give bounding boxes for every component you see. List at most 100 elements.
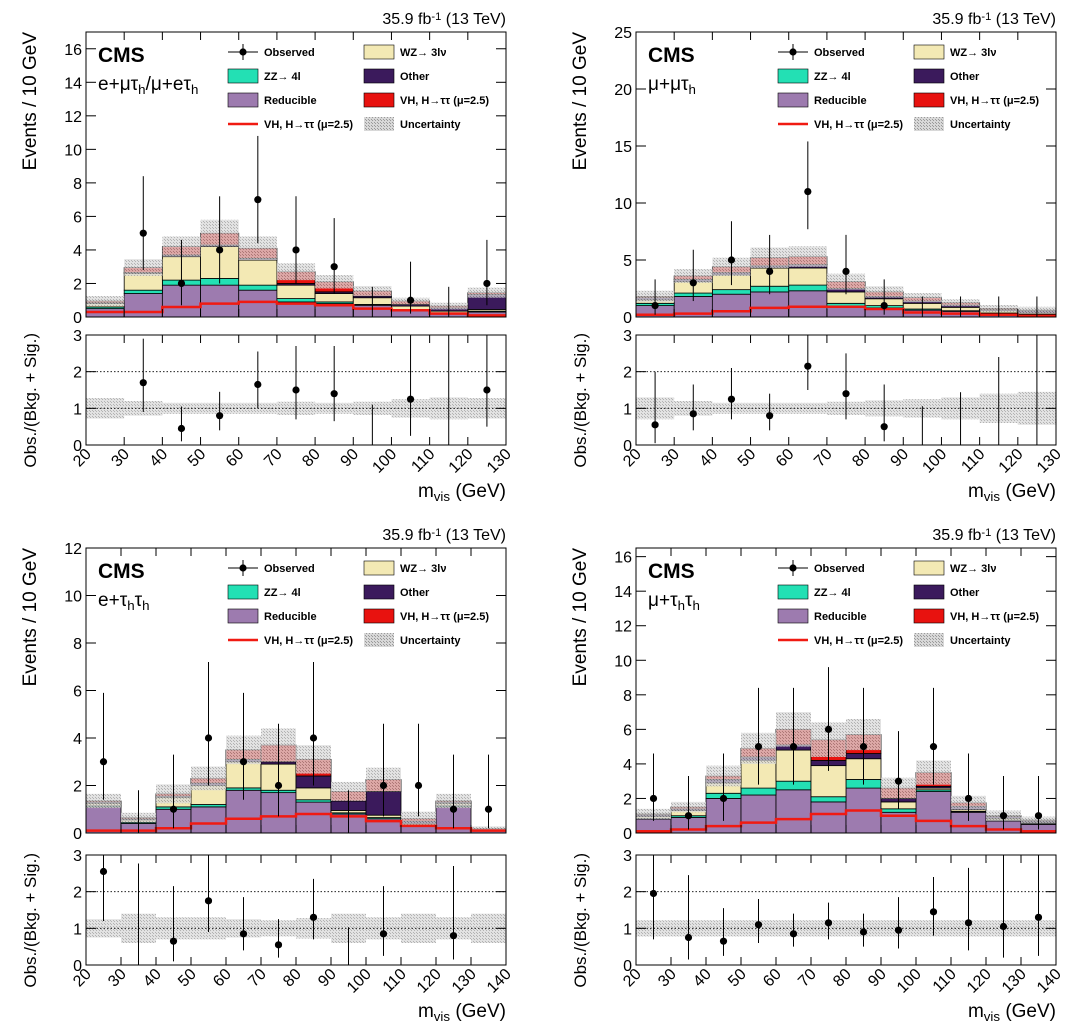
ratio-y-tick-label: 3 bbox=[73, 328, 82, 345]
x-tick-label: 110 bbox=[930, 966, 960, 996]
x-tick-label: 120 bbox=[446, 446, 477, 477]
ratio-y-tick-label: 2 bbox=[623, 365, 632, 382]
legend-reducible-swatch bbox=[777, 92, 809, 108]
ratio-point bbox=[99, 867, 108, 876]
ratio-point bbox=[684, 933, 693, 942]
cms-label: CMS bbox=[648, 560, 695, 583]
ratio-y-tick-label: 1 bbox=[623, 401, 632, 418]
channel-label: e+μτh/μ+eτh bbox=[98, 74, 198, 97]
legend-uncertainty-label: Uncertainty bbox=[950, 119, 1011, 131]
y-tick-label: 25 bbox=[614, 25, 632, 42]
observed-point bbox=[274, 781, 283, 790]
observed-point bbox=[169, 805, 178, 813]
legend-wz-label: WZ→ 3lν bbox=[400, 563, 446, 575]
y-tick-label: 0 bbox=[73, 310, 82, 327]
legend-observed-marker bbox=[789, 564, 797, 572]
observed-point bbox=[99, 758, 108, 766]
legend-other-label: Other bbox=[950, 71, 980, 83]
stack-bar bbox=[85, 806, 122, 834]
ratio-point bbox=[880, 423, 888, 431]
ratio-point bbox=[649, 889, 658, 898]
x-tick-label: 80 bbox=[849, 446, 874, 471]
x-tick-label: 100 bbox=[919, 446, 950, 477]
y-tick-label: 8 bbox=[73, 176, 82, 193]
ratio-frame bbox=[85, 854, 507, 966]
ratio-y-axis-title: Obs./(Bkg. + Sig.) bbox=[21, 853, 40, 988]
observed-point bbox=[204, 734, 213, 742]
y-tick-label: 10 bbox=[64, 142, 82, 159]
ratio-point bbox=[239, 930, 248, 938]
uncertainty-bin bbox=[471, 826, 506, 832]
x-tick-label: 130 bbox=[449, 966, 480, 997]
ratio-point bbox=[727, 395, 736, 403]
x-axis-title: mvis (GeV) bbox=[418, 1001, 506, 1024]
ratio-point bbox=[754, 921, 763, 929]
y-axis-title: Events / 10 GeV bbox=[20, 548, 41, 687]
y-tick-label: 12 bbox=[64, 109, 82, 126]
y-tick-label: 12 bbox=[614, 619, 632, 636]
legend-other-swatch bbox=[913, 584, 945, 600]
lumi-label: 35.9 fb-1 (13 TeV) bbox=[932, 527, 1056, 544]
legend: Observed ZZ→ 4l Reducible VH, H→ττ (μ=2.5) W… bbox=[777, 560, 1039, 647]
y-tick-label: 12 bbox=[64, 541, 82, 558]
stack-bar bbox=[915, 791, 952, 834]
legend-zz-swatch bbox=[227, 584, 259, 600]
ratio-point bbox=[766, 412, 774, 420]
legend-zz-label: ZZ→ 4l bbox=[264, 71, 301, 83]
ratio-point bbox=[789, 930, 798, 938]
legend-other-label: Other bbox=[400, 587, 430, 599]
legend: Observed ZZ→ 4l Reducible VH, H→ττ (μ=2.5) W… bbox=[227, 44, 489, 131]
stack-bar bbox=[295, 801, 332, 834]
ratio-y-tick-label: 1 bbox=[73, 401, 82, 418]
stack-bar bbox=[123, 289, 163, 294]
cms-label: CMS bbox=[98, 44, 145, 67]
observed-point bbox=[766, 267, 774, 275]
ratio-point bbox=[292, 386, 300, 394]
uncertainty-bin bbox=[788, 246, 827, 267]
stack-bar bbox=[711, 293, 751, 318]
channel-label: μ+μτh bbox=[648, 74, 696, 97]
uncertainty-bin bbox=[401, 811, 436, 826]
observed-point bbox=[309, 734, 318, 742]
legend-zz-swatch bbox=[777, 68, 809, 84]
y-tick-label: 10 bbox=[64, 589, 82, 606]
ratio-point bbox=[929, 908, 938, 916]
ratio-y-tick-label: 2 bbox=[623, 885, 632, 902]
observed-point bbox=[859, 743, 868, 751]
x-tick-label: 80 bbox=[830, 966, 855, 991]
x-tick-label: 100 bbox=[894, 966, 925, 997]
stack-bar bbox=[775, 789, 812, 834]
observed-point bbox=[139, 229, 147, 237]
legend-uncertainty-label: Uncertainty bbox=[400, 635, 461, 647]
ratio-y-tick-label: 0 bbox=[623, 438, 632, 455]
observed-point bbox=[379, 781, 388, 790]
legend-reducible-swatch bbox=[777, 608, 809, 624]
stack-bar bbox=[711, 289, 751, 295]
x-tick-label: 50 bbox=[735, 446, 760, 471]
legend-vh-line-label: VH, H→ττ (μ=2.5) bbox=[264, 119, 353, 131]
x-tick-label: 120 bbox=[414, 966, 445, 997]
stack-bar bbox=[740, 794, 777, 834]
x-tick-label: 140 bbox=[1034, 966, 1065, 997]
ratio-point bbox=[1034, 913, 1043, 921]
legend-uncertainty-label: Uncertainty bbox=[950, 635, 1011, 647]
stack-bar bbox=[200, 284, 240, 318]
x-tick-label: 80 bbox=[280, 966, 305, 991]
x-tick-label: 120 bbox=[964, 966, 995, 997]
observed-point bbox=[1034, 812, 1043, 820]
legend-reducible-label: Reducible bbox=[264, 611, 317, 623]
lumi-label: 35.9 fb-1 (13 TeV) bbox=[382, 527, 506, 544]
ratio-point bbox=[859, 928, 868, 936]
y-tick-label: 6 bbox=[73, 684, 82, 701]
y-axis-title: Events / 10 GeV bbox=[20, 32, 41, 171]
ratio-point bbox=[216, 412, 224, 420]
ratio-y-tick-label: 0 bbox=[623, 958, 632, 975]
plot-frame bbox=[635, 31, 1057, 318]
x-tick-label: 30 bbox=[108, 446, 133, 471]
ratio-y-tick-label: 0 bbox=[73, 438, 82, 455]
x-tick-label: 70 bbox=[795, 966, 820, 991]
ratio-point bbox=[824, 919, 833, 927]
x-tick-label: 110 bbox=[408, 446, 438, 476]
